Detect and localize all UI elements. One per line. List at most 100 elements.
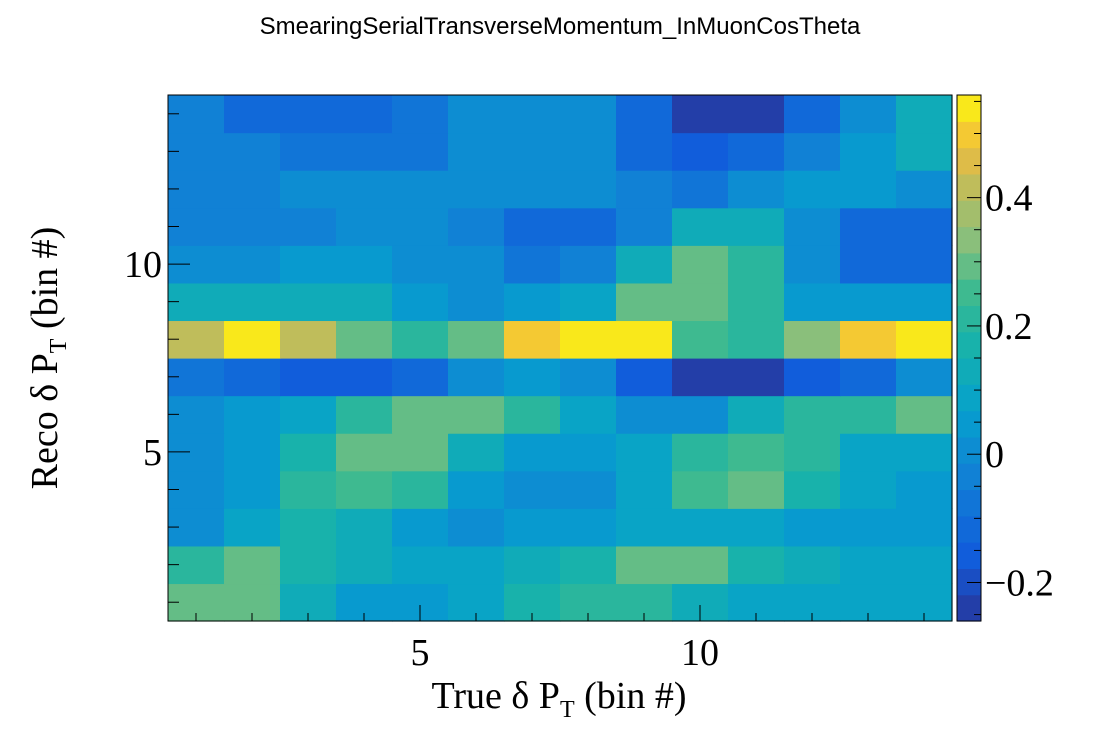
heatmap-cell: [560, 545, 617, 585]
heatmap-cell: [280, 545, 337, 585]
heatmap-cell: [336, 395, 393, 434]
heatmap-cell: [616, 282, 673, 322]
color-scale-swatch: [957, 489, 981, 517]
heatmap-cell: [784, 545, 841, 585]
heatmap-cell: [336, 245, 393, 284]
heatmap-cell: [896, 320, 953, 359]
heatmap-cell: [336, 132, 393, 171]
heatmap-cell: [896, 170, 953, 209]
color-scale-swatch: [957, 463, 981, 491]
heatmap-cell: [784, 245, 841, 284]
color-scale-swatch: [957, 358, 981, 385]
heatmap-cell: [224, 545, 281, 585]
heatmap-cell: [560, 358, 617, 397]
heatmap-cell: [728, 170, 785, 209]
color-scale-swatch: [957, 384, 981, 412]
heatmap-cell: [448, 395, 505, 434]
heatmap-cell: [336, 95, 393, 134]
heatmap-cell: [616, 433, 673, 472]
heatmap-cell: [840, 132, 897, 171]
heatmap-cell: [672, 433, 729, 472]
heatmap-cell: [504, 170, 561, 209]
heatmap-cell: [784, 508, 841, 547]
heatmap-cell: [560, 395, 617, 434]
heatmap-cell: [728, 95, 785, 134]
heatmap-cell: [448, 358, 505, 397]
heatmap-cell: [728, 508, 785, 547]
heatmap-cell: [336, 470, 393, 509]
heatmap-cell: [616, 508, 673, 547]
heatmap-cell: [280, 508, 337, 547]
heatmap-cell: [560, 207, 617, 246]
heatmap-cell: [672, 508, 729, 547]
heatmap-cell: [504, 320, 561, 359]
heatmap-cell: [896, 545, 953, 585]
heatmap-cell: [336, 433, 393, 472]
x-axis-label-main: True δ P: [432, 675, 560, 717]
heatmap-cell: [616, 170, 673, 209]
heatmap-cell: [280, 320, 337, 359]
heatmap-cell: [728, 545, 785, 585]
color-scale-swatch: [957, 147, 981, 175]
heatmap-cell: [672, 358, 729, 397]
heatmap-cell: [672, 245, 729, 284]
color-scale-bar: [957, 95, 981, 622]
heatmap-cell: [728, 470, 785, 509]
heatmap-cell: [224, 395, 281, 434]
heatmap-cell: [616, 470, 673, 509]
x-axis-label-subscript: T: [560, 697, 575, 723]
color-scale-swatch: [957, 542, 981, 569]
heatmap-cell: [224, 95, 281, 134]
heatmap-cell: [448, 470, 505, 509]
color-scale-swatch: [957, 252, 981, 280]
heatmap-cell: [840, 170, 897, 209]
heatmap-cell: [672, 470, 729, 509]
heatmap-cell: [840, 245, 897, 284]
y-axis-label-main: Reco δ P: [24, 353, 66, 489]
color-scale-swatch: [957, 305, 981, 333]
color-scale-swatch: [957, 410, 981, 438]
heatmap-cell: [840, 395, 897, 434]
heatmap-cell: [672, 545, 729, 585]
heatmap-cell: [728, 320, 785, 359]
heatmap-cell: [504, 508, 561, 547]
heatmap-cell: [280, 433, 337, 472]
heatmap-cell: [560, 470, 617, 509]
heatmap-cell: [672, 282, 729, 322]
heatmap-cell: [840, 320, 897, 359]
color-scale-swatch: [957, 436, 981, 464]
heatmap-cell: [224, 470, 281, 509]
heatmap-cell: [896, 207, 953, 246]
heatmap-cell: [336, 320, 393, 359]
heatmap-cell: [224, 508, 281, 547]
heatmap-cell: [728, 282, 785, 322]
heatmap-cell: [392, 545, 449, 585]
heatmap-cell: [280, 207, 337, 246]
heatmap-cell: [616, 358, 673, 397]
heatmap-cell: [224, 433, 281, 472]
heatmap-cell: [392, 170, 449, 209]
heatmap-cell: [616, 132, 673, 171]
heatmap-cell: [728, 433, 785, 472]
heatmap-cell: [672, 132, 729, 171]
heatmap-cell: [280, 132, 337, 171]
heatmap-cell: [896, 95, 953, 134]
heatmap-cell: [224, 207, 281, 246]
heatmap-cell: [616, 207, 673, 246]
heatmap-cell: [672, 170, 729, 209]
color-scale-swatch: [957, 173, 981, 201]
heatmap-cell: [224, 282, 281, 322]
x-axis-label: True δ PT (bin #): [432, 675, 687, 723]
plot-frame: [167, 94, 953, 622]
y-axis-label-subscript: T: [46, 338, 72, 353]
heatmap-cell: [504, 132, 561, 171]
x-tick-label: 5: [411, 632, 430, 674]
heatmap-cell: [392, 395, 449, 434]
heatmap-cell: [672, 95, 729, 134]
heatmap-cell: [616, 95, 673, 134]
heatmap-cell: [336, 508, 393, 547]
heatmap-cell: [560, 170, 617, 209]
color-scale-tick-label: −0.2: [985, 563, 1054, 605]
heatmap-cell: [448, 508, 505, 547]
heatmap-cell: [896, 433, 953, 472]
